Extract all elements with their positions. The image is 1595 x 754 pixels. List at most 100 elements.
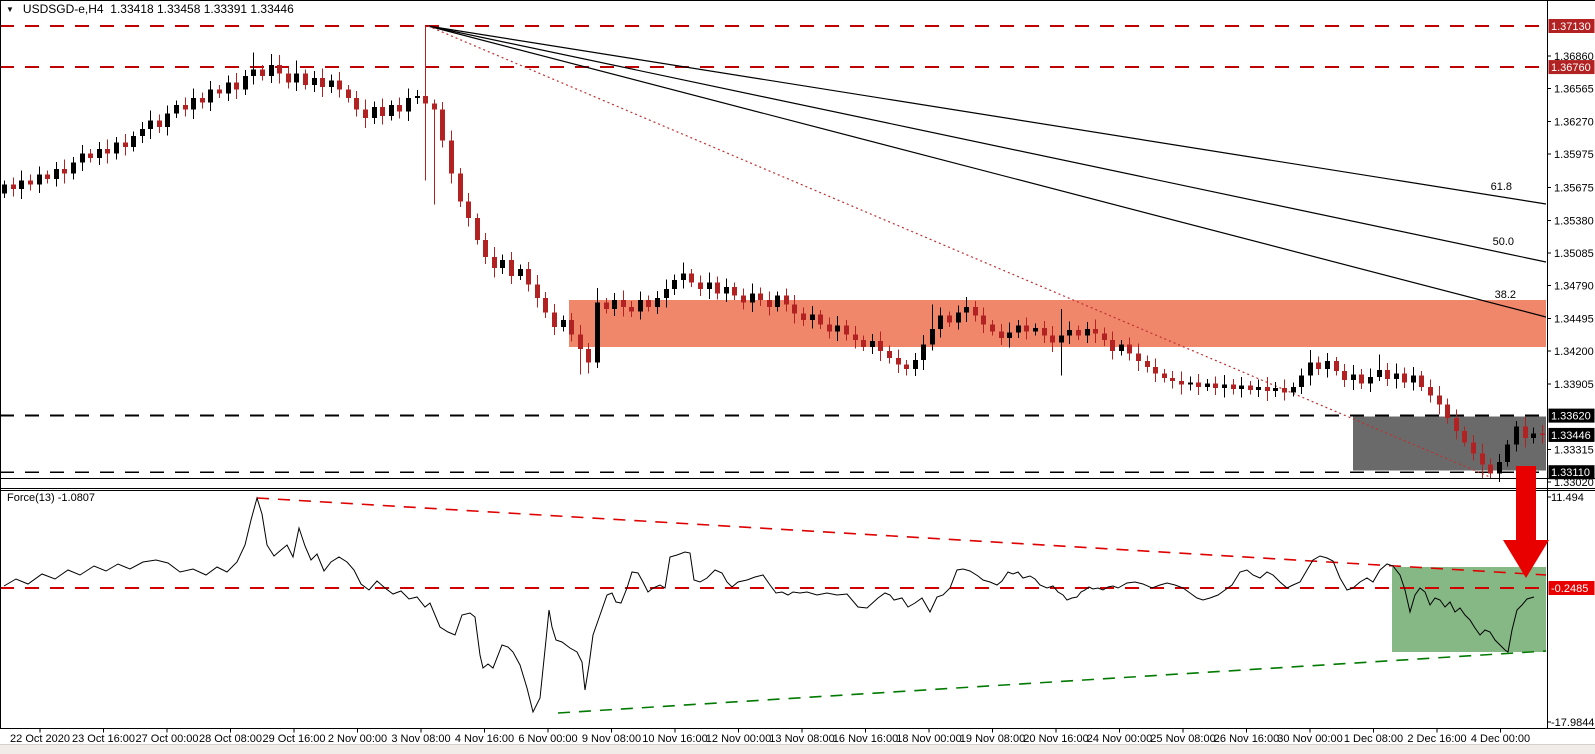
price-tick-label: 1.34200: [1554, 346, 1594, 358]
candle-body: [603, 302, 610, 310]
symbol-dropdown-icon[interactable]: ▼: [6, 5, 14, 14]
candle-body: [1006, 332, 1013, 338]
candle-body: [491, 256, 498, 268]
candle-body: [164, 113, 171, 128]
candle-body: [508, 260, 515, 276]
candle-body: [122, 142, 129, 147]
candle-body: [740, 295, 747, 303]
price-tick-label: 1.35975: [1554, 149, 1594, 161]
fib-fan-line-38.2[interactable]: [427, 25, 1547, 318]
down-arrow[interactable]: [1503, 466, 1549, 578]
candle-body: [1221, 384, 1228, 388]
force-indicator-panel: [0, 496, 1547, 714]
force-level-label-box: [1548, 581, 1595, 595]
candle-body: [1092, 329, 1099, 334]
resistance-zone-rect[interactable]: [569, 300, 1546, 347]
candle-body: [998, 331, 1005, 338]
candle-body: [182, 104, 189, 110]
candle-body: [1479, 453, 1486, 465]
force-trendline-descending-resistance[interactable]: [256, 497, 1547, 576]
candle-body: [379, 107, 386, 116]
force-trendline-ascending-support[interactable]: [557, 650, 1547, 714]
candle-body: [534, 284, 541, 298]
candle-body: [250, 69, 257, 76]
candle-body: [70, 162, 77, 174]
time-tick-label: 28 Oct 08:00: [199, 733, 262, 745]
price-tick-label: 1.36565: [1554, 84, 1594, 96]
price-level-label-box: [1548, 408, 1595, 423]
candle-body: [362, 109, 369, 119]
candle-body: [972, 306, 979, 316]
force-zone-rect[interactable]: [1392, 567, 1546, 652]
time-tick-label: 2 Dec 16:00: [1407, 733, 1466, 745]
price-tick-label: 1.34790: [1554, 281, 1594, 293]
candle-body: [147, 120, 154, 130]
candle-body: [173, 104, 180, 114]
price-levels: [0, 25, 1546, 474]
candle-body: [474, 218, 481, 241]
candle-body: [1109, 340, 1116, 352]
price-level-label: 1.33620: [1551, 411, 1591, 423]
candle-body: [1041, 327, 1048, 336]
candle-body: [1358, 374, 1365, 384]
time-tick-label: 4 Dec 00:00: [1471, 733, 1530, 745]
candle-body: [1255, 386, 1262, 391]
candle-body: [937, 315, 944, 330]
candle-body: [929, 329, 936, 345]
candle-body: [130, 135, 137, 147]
candle-body: [1496, 462, 1503, 474]
candle-body: [457, 173, 464, 202]
candle-body: [1084, 329, 1091, 336]
price-tick-label: 1.35380: [1554, 215, 1594, 227]
candle-body: [671, 280, 678, 290]
time-tick-label: 9 Nov 08:00: [582, 733, 641, 745]
candle-body: [903, 364, 910, 369]
candle-body: [431, 103, 438, 110]
candle-body: [1032, 327, 1039, 332]
time-tick-label: 6 Nov 00:00: [518, 733, 577, 745]
support-zone-rect[interactable]: [1353, 416, 1546, 471]
fib-fan-line-61.8[interactable]: [427, 25, 1547, 205]
time-tick-label: 29 Oct 16:00: [263, 733, 326, 745]
candle-body: [594, 302, 601, 363]
candle-body: [1015, 325, 1022, 333]
candle-body: [585, 349, 592, 363]
candle-body: [1539, 433, 1546, 435]
candle-body: [422, 95, 429, 104]
candle-body: [688, 273, 695, 283]
fib-fan-line-50.0[interactable]: [427, 25, 1547, 263]
candle-body: [542, 297, 549, 313]
time-tick-label: 10 Nov 16:00: [642, 733, 707, 745]
time-tick-label: 26 Nov 16:00: [1214, 733, 1279, 745]
candle-body: [645, 300, 652, 307]
candle-body: [877, 341, 884, 352]
candle-body: [293, 73, 300, 83]
time-tick-label: 25 Nov 08:00: [1150, 733, 1215, 745]
candle-body: [1204, 383, 1211, 387]
price-axis[interactable]: [1547, 0, 1595, 729]
price-tick-label: 1.35675: [1554, 183, 1594, 195]
candle-body: [774, 295, 781, 307]
price-tick-label: 1.33315: [1554, 444, 1594, 456]
candle-body: [1315, 362, 1322, 369]
candle-body: [963, 306, 970, 313]
time-tick-label: 22 Oct 2020: [10, 733, 70, 745]
time-tick-label: 24 Nov 00:00: [1087, 733, 1152, 745]
chart-plot-area[interactable]: [0, 0, 1546, 479]
candle-body: [1530, 433, 1537, 438]
candle-body: [723, 286, 730, 294]
dotted-trendline[interactable]: [427, 25, 1491, 478]
candle-body: [1238, 385, 1245, 389]
candle-body: [1367, 376, 1374, 384]
time-tick-label: 2 Nov 00:00: [328, 733, 387, 745]
price-level-label-box: [1548, 19, 1595, 33]
candle-body: [1418, 375, 1425, 387]
candle-body: [1230, 384, 1237, 389]
time-tick-label: 1 Dec 08:00: [1344, 733, 1403, 745]
price-tick-label: 1.33020: [1554, 477, 1594, 489]
candle-body: [1324, 361, 1331, 369]
candle-body: [1058, 335, 1065, 343]
